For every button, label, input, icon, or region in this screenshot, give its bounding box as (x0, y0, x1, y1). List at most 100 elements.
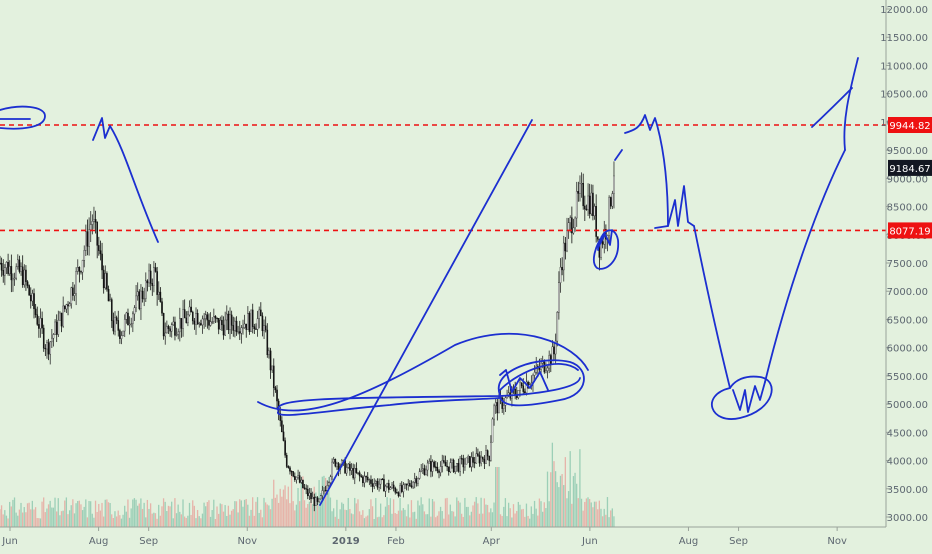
candle-body (446, 465, 448, 468)
volume-bar (412, 512, 414, 527)
candle-body (425, 469, 427, 475)
volume-bar (214, 518, 217, 527)
volume-bar (307, 504, 309, 527)
candle-body (94, 219, 97, 223)
volume-bar (127, 499, 129, 527)
volume-bar (320, 493, 322, 527)
last-price-label: 9184.67 (889, 164, 930, 175)
hand-drawn-stroke[interactable] (499, 363, 579, 391)
candle-body (313, 496, 316, 506)
candle-body (608, 197, 610, 236)
volume-bar (273, 479, 275, 527)
hand-drawn-stroke[interactable] (277, 377, 581, 411)
candle-body (571, 217, 573, 234)
volume-bar (469, 515, 471, 527)
hand-drawn-stroke[interactable] (593, 229, 619, 270)
candle-body (363, 476, 366, 484)
candle-body (324, 490, 327, 492)
candle-body (553, 346, 555, 355)
candle-body (383, 478, 385, 492)
candle-body (80, 271, 82, 273)
candle-body (216, 317, 218, 320)
candle-body (289, 467, 291, 472)
volume-bar (218, 513, 220, 527)
candle-body (114, 317, 116, 332)
hand-drawn-stroke[interactable] (654, 185, 695, 229)
volume-bar (5, 515, 8, 527)
hand-drawn-stroke[interactable] (597, 229, 613, 249)
hand-drawn-stroke[interactable] (0, 105, 46, 130)
candle-body (15, 266, 18, 279)
candle-body (524, 391, 526, 394)
candle-body (436, 466, 439, 472)
volume-bar (294, 510, 296, 527)
candle-body (196, 313, 199, 325)
volume-bar (475, 497, 477, 527)
hand-drawn-stroke[interactable] (92, 117, 159, 243)
hand-drawn-stroke[interactable] (732, 381, 766, 413)
hand-drawn-stroke[interactable] (614, 149, 623, 161)
volume-bar (561, 474, 563, 527)
candle-body (96, 222, 98, 246)
volume-bar (428, 498, 430, 527)
last-price-tag (888, 159, 932, 176)
volume-bar (585, 498, 588, 527)
volume-bars (0, 442, 615, 527)
candle-body (475, 453, 478, 464)
hand-drawn-stroke[interactable] (319, 119, 533, 506)
candle-body (18, 259, 21, 272)
candle-body (204, 314, 207, 319)
hand-drawn-stroke[interactable] (257, 332, 589, 412)
price-lines (0, 124, 886, 232)
candle-body (480, 456, 482, 464)
hand-drawn-stroke[interactable] (499, 369, 549, 393)
y-tick-label: 9000.00 (887, 174, 928, 185)
hand-drawn-stroke[interactable] (624, 114, 669, 227)
y-tick-label: 7000.00 (887, 287, 928, 298)
candle-body (221, 319, 223, 326)
volume-bar (57, 498, 59, 527)
price-tags: 9944.82 8077.19 9184.67 (888, 117, 932, 239)
candle-body (26, 281, 29, 286)
hand-drawn-stroke[interactable] (711, 375, 773, 420)
candle-body (44, 347, 47, 350)
candle-body (388, 483, 390, 490)
candle-body (486, 450, 489, 457)
volume-bar (452, 511, 455, 527)
volume-bar (357, 499, 359, 527)
hand-drawn-stroke[interactable] (811, 87, 853, 128)
volume-bar (532, 513, 534, 527)
candle-body (473, 462, 476, 464)
candle-body (109, 299, 111, 302)
hand-drawn-stroke[interactable] (277, 397, 501, 416)
volume-bar (423, 511, 426, 527)
candle-body (60, 312, 63, 327)
volume-bar (499, 514, 502, 527)
candle-body (386, 483, 388, 487)
hand-drawn-stroke[interactable] (843, 57, 859, 151)
candle-body (397, 492, 400, 497)
candle-body (217, 318, 220, 330)
hand-drawn-stroke[interactable] (693, 225, 731, 389)
hand-drawn-stroke[interactable] (497, 359, 585, 407)
volume-bar (245, 499, 247, 527)
candle-body (469, 455, 471, 468)
volume-bar (495, 467, 497, 527)
candle-body (520, 382, 523, 387)
volume-bar (224, 505, 226, 527)
volume-bar (266, 504, 268, 527)
volume-bar (488, 512, 490, 527)
volume-bar (206, 502, 208, 527)
volume-bar (554, 471, 557, 527)
volume-bar (68, 510, 71, 527)
candle-body (613, 175, 615, 194)
hand-drawn-stroke[interactable] (764, 149, 846, 383)
volume-bar (556, 482, 558, 527)
candle-body (545, 370, 547, 373)
candle-body (143, 298, 145, 300)
volume-bar (15, 512, 17, 527)
volume-bar (282, 489, 285, 527)
volume-bar (422, 504, 424, 527)
